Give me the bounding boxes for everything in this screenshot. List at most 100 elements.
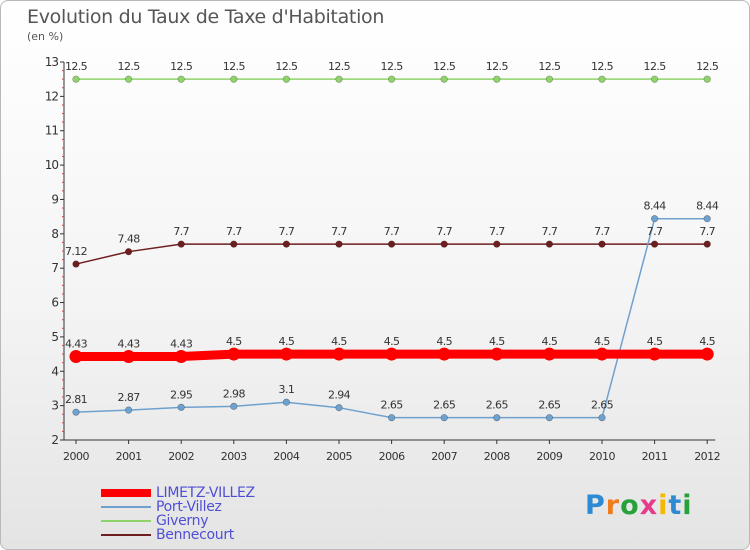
data-point-limetz-villez xyxy=(648,347,662,361)
data-label-giverny: 12.5 xyxy=(118,60,141,73)
data-label-limetz-villez: 4.5 xyxy=(384,335,400,348)
data-label-giverny: 12.5 xyxy=(696,60,719,73)
data-point-limetz-villez xyxy=(122,349,136,363)
data-label-port-villez: 2.65 xyxy=(538,399,561,412)
data-point-port-villez xyxy=(335,404,343,412)
logo-letter: r xyxy=(605,490,621,521)
logo-letter: x xyxy=(639,490,659,521)
data-label-giverny: 12.5 xyxy=(170,60,193,73)
data-label-giverny: 12.5 xyxy=(644,60,667,73)
data-point-bennecourt xyxy=(72,260,80,268)
data-point-limetz-villez xyxy=(700,347,714,361)
logo-letter: t xyxy=(668,490,683,521)
data-point-limetz-villez xyxy=(227,347,241,361)
y-tick-label: 3 xyxy=(51,399,58,413)
data-point-port-villez xyxy=(598,414,606,422)
data-point-bennecourt xyxy=(388,240,396,248)
data-point-port-villez xyxy=(230,402,238,410)
legend-label: LIMETZ-VILLEZ xyxy=(156,485,255,501)
data-label-port-villez: 2.87 xyxy=(118,391,141,404)
data-label-limetz-villez: 4.5 xyxy=(436,335,452,348)
data-point-limetz-villez xyxy=(174,349,188,363)
data-label-bennecourt: 7.7 xyxy=(173,225,189,238)
data-point-giverny xyxy=(177,75,185,83)
data-point-port-villez xyxy=(388,414,396,422)
data-label-bennecourt: 7.7 xyxy=(647,225,663,238)
data-label-port-villez: 2.65 xyxy=(433,399,456,412)
data-label-limetz-villez: 4.5 xyxy=(647,335,663,348)
data-point-port-villez xyxy=(493,414,501,422)
data-label-bennecourt: 7.7 xyxy=(699,225,715,238)
data-point-giverny xyxy=(493,75,501,83)
data-point-bennecourt xyxy=(440,240,448,248)
logo-letter: i xyxy=(658,490,669,521)
data-point-giverny xyxy=(650,75,659,83)
data-label-limetz-villez: 4.5 xyxy=(331,335,347,348)
data-label-bennecourt: 7.7 xyxy=(226,225,242,238)
data-label-limetz-villez: 4.43 xyxy=(118,337,141,350)
legend-label: Port-Villez xyxy=(156,499,222,515)
chart-axes: 2 3 4 5 6 7 8 9 10 11 12 13 2000 2001 2002 2003 2004 2005… xyxy=(45,55,721,463)
legend-swatch-port-villez xyxy=(101,506,151,508)
data-point-port-villez xyxy=(545,414,554,422)
legend-label: Giverny xyxy=(156,513,209,529)
data-label-limetz-villez: 4.5 xyxy=(226,335,242,348)
data-point-giverny xyxy=(703,75,711,83)
data-label-bennecourt: 7.7 xyxy=(594,225,610,238)
data-label-bennecourt: 7.7 xyxy=(542,225,558,238)
data-label-port-villez: 8.44 xyxy=(644,200,667,213)
legend-item-port-villez: Port-Villez xyxy=(101,500,255,514)
data-label-port-villez: 8.44 xyxy=(696,200,719,213)
data-point-limetz-villez xyxy=(69,349,83,363)
chart-data-labels: 12.5 12.5 12.5 12.5 12.5 12.5 12.5 12.5 12.5 12.5… xyxy=(65,60,719,411)
y-tick-label: 13 xyxy=(45,55,59,69)
data-point-giverny xyxy=(335,75,343,83)
x-tick-label: 2007 xyxy=(431,450,457,463)
x-tick-label: 2000 xyxy=(63,450,89,463)
data-point-bennecourt xyxy=(650,240,659,248)
legend-item-giverny: Giverny xyxy=(101,514,255,528)
data-label-port-villez: 2.81 xyxy=(65,393,87,406)
data-label-bennecourt: 7.7 xyxy=(436,225,452,238)
data-point-limetz-villez xyxy=(542,347,556,361)
data-label-giverny: 12.5 xyxy=(223,60,246,73)
legend-swatch-giverny xyxy=(101,520,151,522)
data-label-giverny: 12.5 xyxy=(486,60,509,73)
data-point-limetz-villez xyxy=(279,347,293,361)
data-label-limetz-villez: 4.43 xyxy=(65,337,88,350)
legend-item-limetz-villez: LIMETZ-VILLEZ xyxy=(101,486,255,500)
data-label-limetz-villez: 4.5 xyxy=(542,335,558,348)
y-tick-label: 5 xyxy=(51,330,58,344)
x-tick-label: 2011 xyxy=(642,450,668,463)
y-tick-label: 2 xyxy=(51,433,58,447)
data-label-port-villez: 2.65 xyxy=(486,399,509,412)
data-label-bennecourt: 7.7 xyxy=(279,225,295,238)
data-label-port-villez: 2.65 xyxy=(381,399,404,412)
data-point-giverny xyxy=(440,75,448,83)
data-point-giverny xyxy=(545,75,554,83)
data-label-limetz-villez: 4.5 xyxy=(594,335,610,348)
chart-legend: LIMETZ-VILLEZ Port-Villez Giverny Bennec… xyxy=(101,486,255,542)
data-point-giverny xyxy=(598,75,606,83)
data-point-bennecourt xyxy=(545,240,554,248)
data-label-port-villez: 2.65 xyxy=(591,399,614,412)
data-label-bennecourt: 7.48 xyxy=(118,233,141,246)
x-tick-label: 2006 xyxy=(379,450,405,463)
data-label-giverny: 12.5 xyxy=(65,60,88,73)
data-point-limetz-villez xyxy=(385,347,399,361)
data-point-bennecourt xyxy=(703,240,711,248)
y-tick-label: 4 xyxy=(51,364,58,378)
data-point-giverny xyxy=(72,75,80,83)
data-label-bennecourt: 7.7 xyxy=(331,225,347,238)
logo-letter: P xyxy=(585,490,606,521)
logo-letter: o xyxy=(620,490,640,521)
data-label-port-villez: 2.98 xyxy=(223,387,246,400)
x-tick-label: 2002 xyxy=(168,450,194,463)
data-point-giverny xyxy=(388,75,396,83)
legend-swatch-limetz-villez xyxy=(101,489,151,497)
x-tick-label: 2005 xyxy=(326,450,352,463)
data-label-limetz-villez: 4.5 xyxy=(699,335,715,348)
y-tick-label: 10 xyxy=(45,158,59,172)
